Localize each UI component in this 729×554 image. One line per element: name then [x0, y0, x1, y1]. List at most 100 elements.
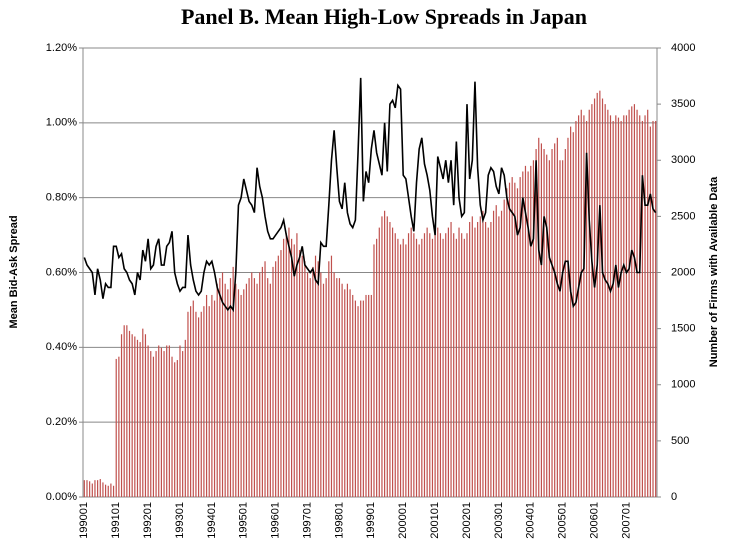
line: [83, 77, 657, 313]
bar: [365, 294, 367, 497]
bar: [439, 233, 442, 497]
bar: [344, 289, 346, 497]
bar: [190, 306, 192, 497]
bar: [139, 342, 141, 497]
bar: [208, 306, 210, 497]
bar: [171, 356, 173, 497]
bar: [423, 233, 426, 497]
bar: [102, 482, 104, 497]
bar: [477, 221, 479, 498]
bar: [219, 278, 221, 497]
bar: [251, 272, 253, 497]
bar: [384, 210, 386, 497]
bar: [112, 485, 115, 497]
bar: [559, 160, 561, 497]
bar: [628, 109, 630, 498]
bar: [391, 227, 394, 497]
bar: [115, 358, 117, 497]
bar: [564, 149, 566, 497]
bar: [110, 483, 112, 497]
bar: [527, 171, 529, 497]
bar: [362, 300, 364, 497]
bar: [609, 115, 612, 497]
y2-tick-label: 4000: [671, 42, 695, 54]
bar: [604, 104, 606, 497]
y-tick-label: 0.00%: [46, 491, 77, 503]
bar: [413, 233, 415, 497]
y2-tick-label: 3000: [671, 154, 695, 166]
bar: [203, 306, 205, 497]
bar: [508, 182, 511, 497]
bar: [275, 261, 277, 497]
bar: [381, 216, 383, 497]
bar: [195, 311, 197, 497]
bar: [192, 300, 194, 497]
bar: [221, 272, 224, 497]
bar: [429, 233, 431, 497]
bar: [479, 216, 481, 497]
bar: [583, 115, 585, 497]
y-tick-label: 1.00%: [46, 117, 77, 129]
bar: [601, 98, 604, 497]
bar: [126, 325, 128, 497]
bar: [94, 480, 96, 497]
bar: [86, 480, 88, 497]
y2-axis-label: Number of Firms with Available Data: [708, 176, 720, 367]
bar: [256, 283, 258, 497]
bar: [330, 255, 333, 497]
bar: [134, 336, 136, 497]
bar: [269, 283, 271, 497]
bar: [437, 227, 439, 497]
x-tick-label: 199501: [238, 502, 250, 539]
bar: [495, 205, 497, 497]
bar: [248, 278, 250, 497]
bar: [551, 149, 553, 497]
bar: [237, 289, 240, 497]
y2-tick-label: 2500: [671, 210, 695, 222]
x-tick-label: 199401: [206, 502, 218, 539]
bar: [543, 149, 545, 497]
bar: [333, 272, 335, 497]
bar: [453, 233, 455, 497]
bar: [368, 294, 370, 497]
bar: [633, 104, 636, 497]
bar: [304, 261, 306, 497]
bar: [360, 300, 362, 497]
bar: [500, 210, 503, 497]
bar: [596, 92, 598, 498]
bar: [492, 210, 495, 497]
bar: [296, 233, 298, 497]
bar: [179, 345, 181, 497]
bar: [354, 300, 356, 497]
bar: [394, 233, 396, 497]
bar: [205, 294, 208, 497]
y2-tick-label: 1000: [671, 379, 695, 391]
bar: [349, 289, 351, 497]
bar: [572, 132, 574, 497]
bar: [620, 120, 622, 498]
bar: [623, 115, 625, 497]
bar: [487, 227, 489, 497]
bar: [158, 345, 160, 497]
bar: [519, 177, 521, 497]
bar: [649, 126, 651, 497]
bar: [386, 216, 388, 497]
y2-tick-label: 3500: [671, 98, 695, 110]
bar: [291, 238, 293, 497]
bar: [288, 227, 290, 497]
bar: [147, 345, 149, 497]
bar: [104, 484, 107, 497]
bar: [442, 238, 444, 497]
bar: [615, 115, 617, 497]
bar: [514, 182, 516, 497]
bar: [312, 266, 314, 497]
bar: [548, 160, 550, 497]
bar: [99, 479, 101, 497]
bar: [224, 283, 226, 497]
bar: [641, 120, 643, 498]
bar: [546, 154, 548, 497]
bar: [554, 143, 556, 497]
bar: [617, 117, 620, 497]
bar: [272, 266, 274, 497]
